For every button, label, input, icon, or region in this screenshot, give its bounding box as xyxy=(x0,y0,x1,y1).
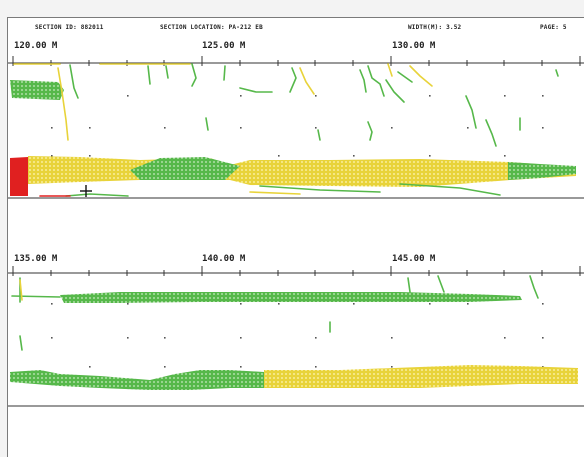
strip1-green-patch-left xyxy=(10,80,64,100)
strip2-yellow-band-bottom xyxy=(264,365,578,388)
crosshair-cursor-icon xyxy=(80,185,92,197)
strip2-green-band-top xyxy=(60,292,522,303)
strip1-distance-label-3: 130.00 M xyxy=(392,41,436,51)
width-text: WIDTH(M): 3.52 xyxy=(408,24,462,31)
strip2-major-ticks xyxy=(12,266,581,276)
strip2-cracks xyxy=(11,275,539,351)
section-id-text: SECTION ID: 882011 xyxy=(35,24,104,31)
strip1-minor-ticks xyxy=(50,60,543,66)
strip1-major-ticks xyxy=(12,56,581,66)
strip1-distress-patches xyxy=(10,80,576,196)
strip2-grid-dots xyxy=(51,303,544,368)
strip1-red-patch xyxy=(10,157,28,196)
strip1-grid-dots xyxy=(51,95,544,157)
strip2-distance-label-3: 145.00 M xyxy=(392,254,436,264)
strip2-distance-label-2: 140.00 M xyxy=(202,254,246,264)
strip2-green-band-bottom xyxy=(10,370,264,390)
section-location-text: SECTION LOCATION: PA-212 EB xyxy=(160,24,263,31)
strip2-distance-label-1: 135.00 M xyxy=(14,254,58,264)
strip2-minor-ticks xyxy=(50,270,543,276)
page-number-text: PAGE: 5 xyxy=(540,24,567,31)
strip1-green-band-right xyxy=(508,162,576,180)
strip1-green-band-mid xyxy=(130,157,240,180)
strip2-distress-patches xyxy=(10,292,578,390)
strip2-frame xyxy=(8,272,584,407)
strip1-yellow-band xyxy=(28,156,576,187)
strip1-distance-label-2: 125.00 M xyxy=(202,41,246,51)
strip1-frame xyxy=(8,62,584,199)
strip1-cracks xyxy=(13,63,559,197)
strip1-distance-label-1: 120.00 M xyxy=(14,41,58,51)
